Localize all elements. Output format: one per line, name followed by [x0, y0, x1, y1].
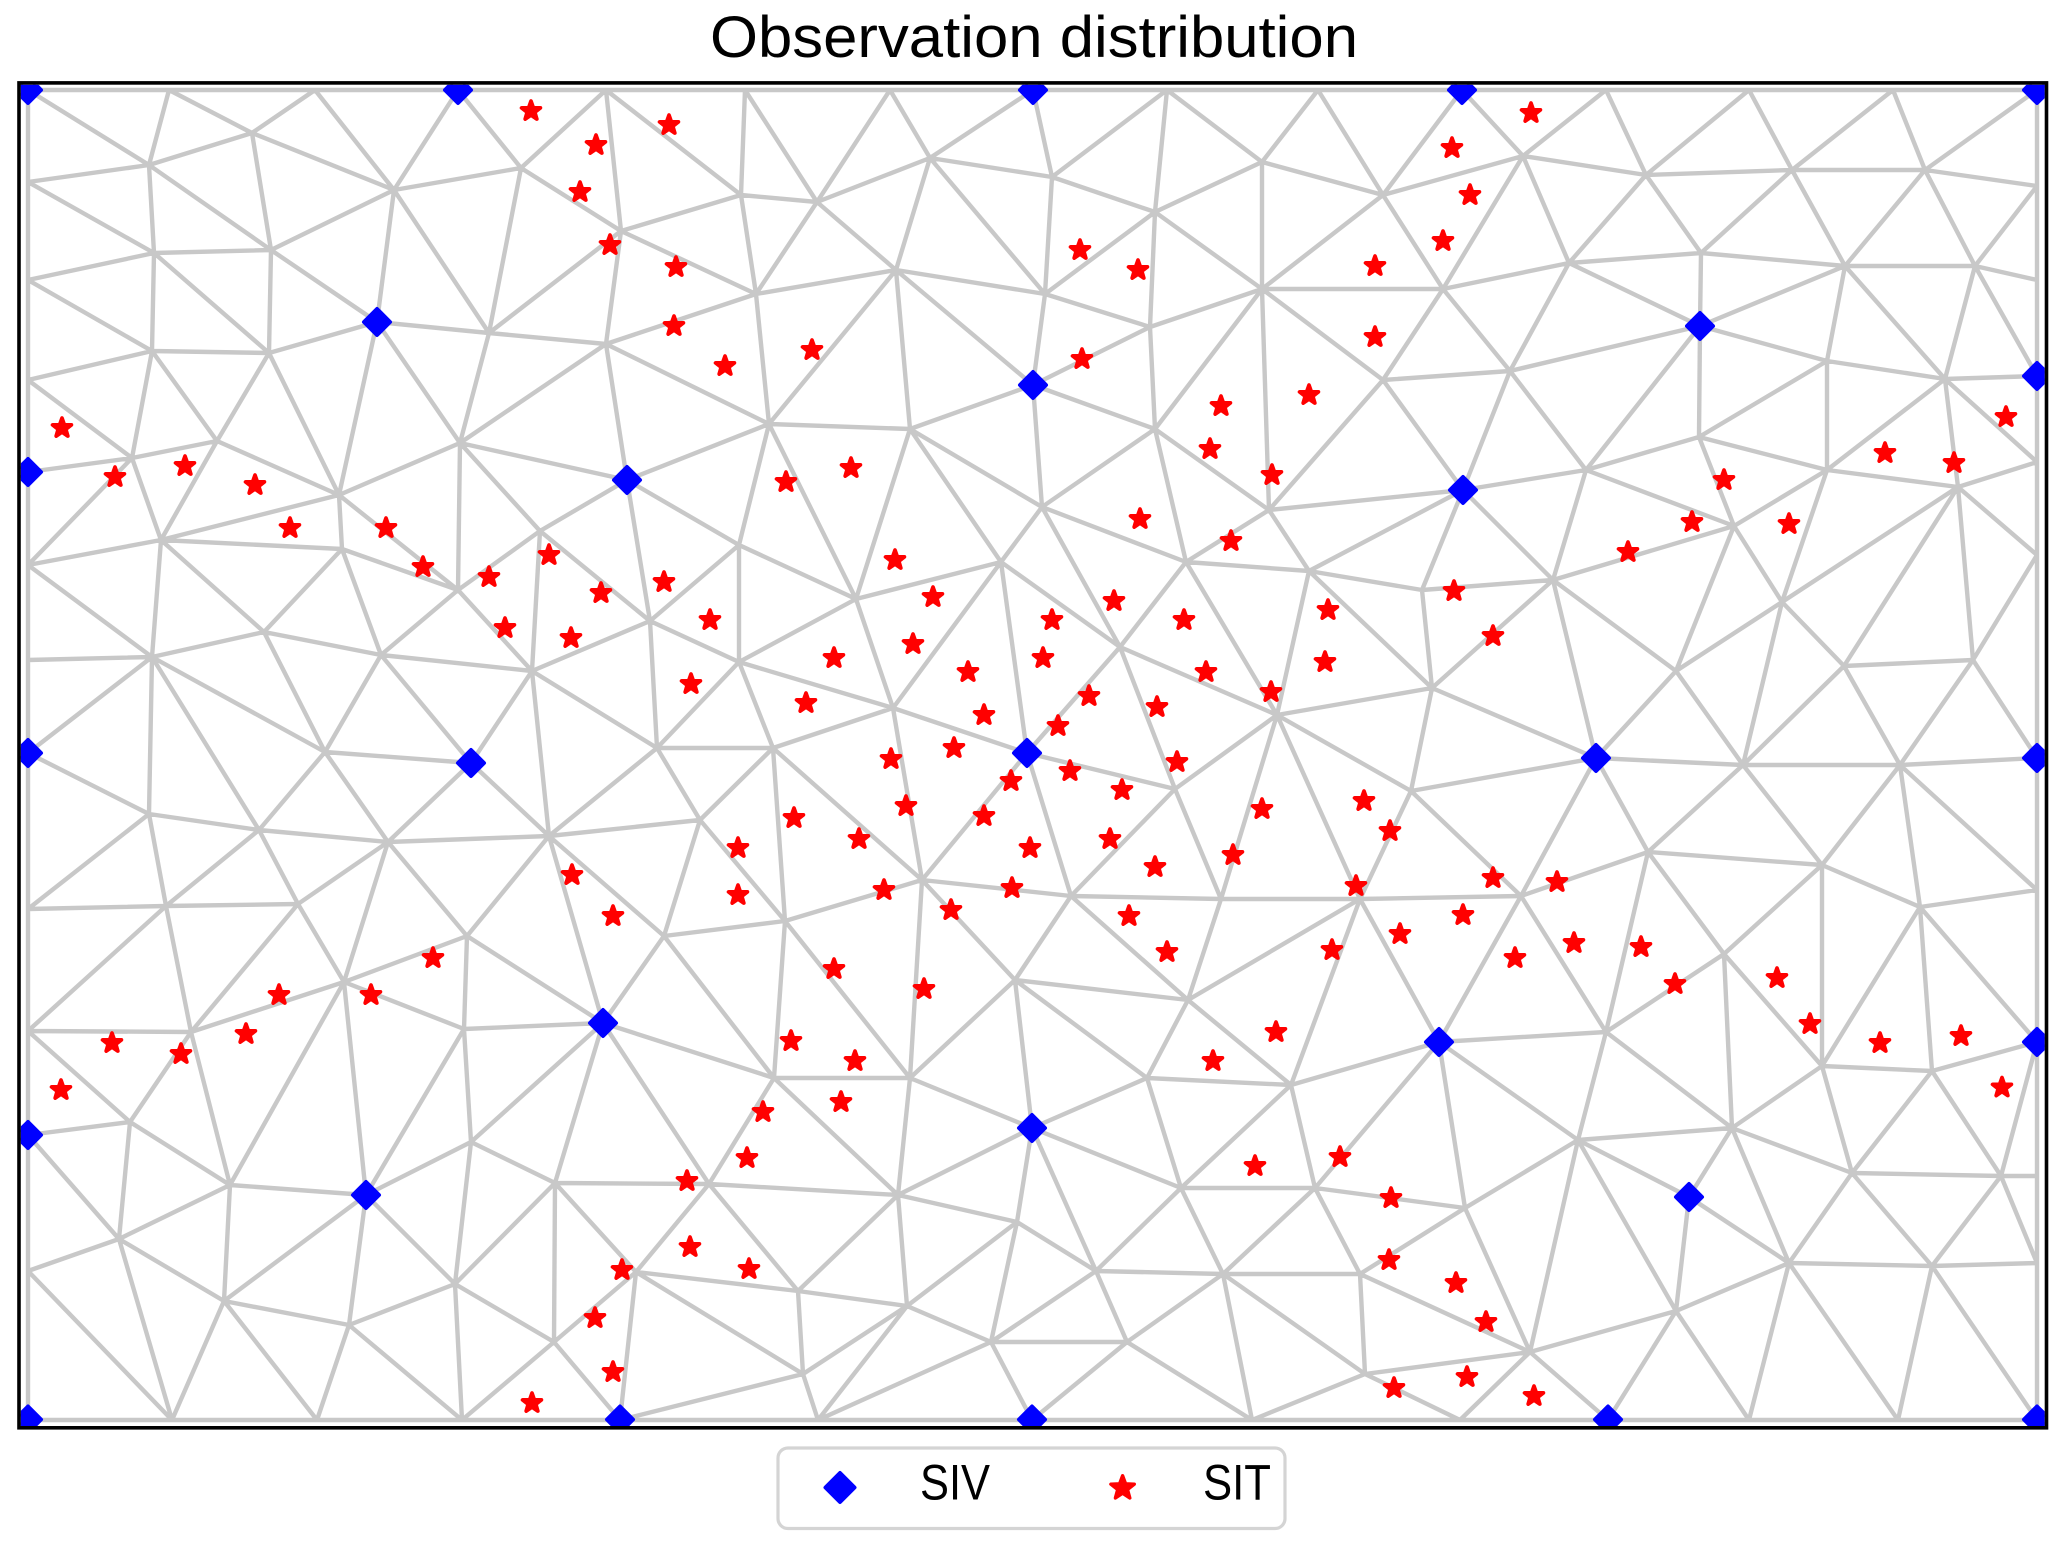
svg-text:SIV: SIV — [920, 1455, 991, 1511]
svg-text:Observation distribution: Observation distribution — [710, 5, 1358, 70]
svg-text:SIT: SIT — [1203, 1455, 1271, 1511]
